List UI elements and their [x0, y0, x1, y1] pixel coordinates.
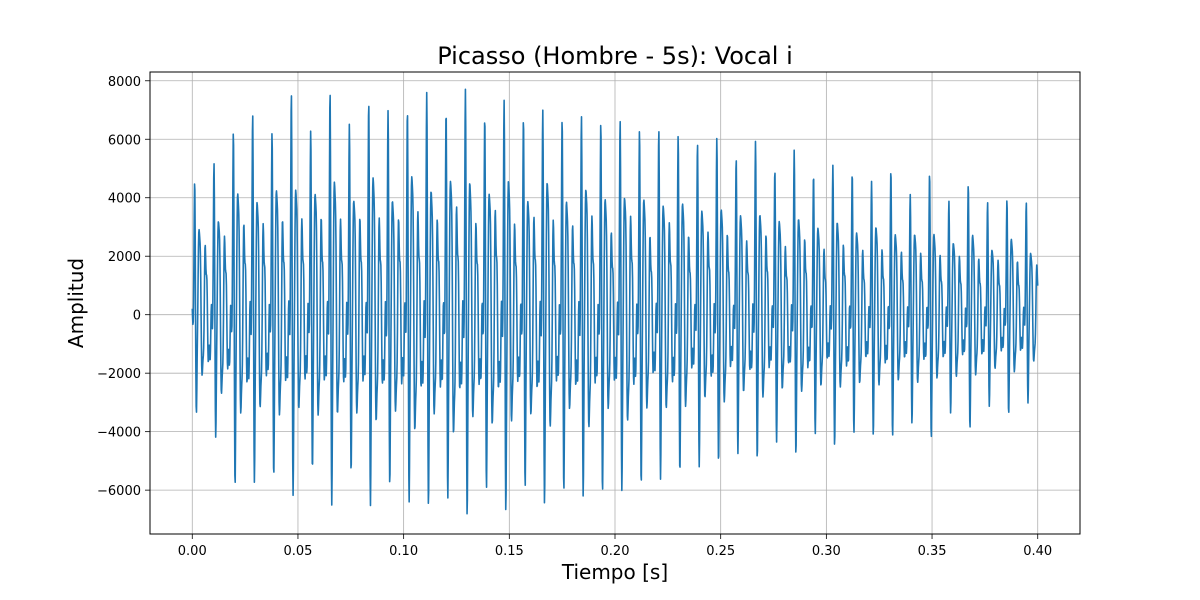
y-tick-label: 0	[133, 309, 141, 324]
x-tick-label: 0.25	[706, 544, 735, 559]
x-tick-label: 0.30	[812, 544, 841, 559]
y-axis: −6000 −4000 −2000 0 2000 4000 6000 8000	[97, 75, 150, 499]
x-axis-label: Tiempo [s]	[561, 560, 668, 584]
x-tick-label: 0.05	[283, 544, 312, 559]
y-tick-label: 2000	[108, 250, 141, 265]
x-tick-label: 0.15	[495, 544, 524, 559]
x-tick-label: 0.35	[918, 544, 947, 559]
x-tick-label: 0.00	[178, 544, 207, 559]
plot-area	[191, 88, 1039, 515]
y-tick-label: −4000	[97, 426, 141, 441]
y-axis-label: Amplitud	[64, 258, 88, 348]
grid	[150, 72, 1080, 534]
y-tick-label: 8000	[108, 75, 141, 90]
y-tick-label: −6000	[97, 484, 141, 499]
x-tick-label: 0.10	[389, 544, 418, 559]
waveform-line	[191, 88, 1039, 515]
chart-title: Picasso (Hombre - 5s): Vocal i	[437, 42, 793, 70]
y-tick-label: 6000	[108, 133, 141, 148]
x-tick-label: 0.40	[1023, 544, 1052, 559]
x-tick-label: 0.20	[601, 544, 630, 559]
x-axis: 0.00 0.05 0.10 0.15 0.20 0.25 0.30 0.35 0.40	[178, 534, 1052, 559]
y-tick-label: 4000	[108, 192, 141, 207]
y-tick-label: −2000	[97, 367, 141, 382]
